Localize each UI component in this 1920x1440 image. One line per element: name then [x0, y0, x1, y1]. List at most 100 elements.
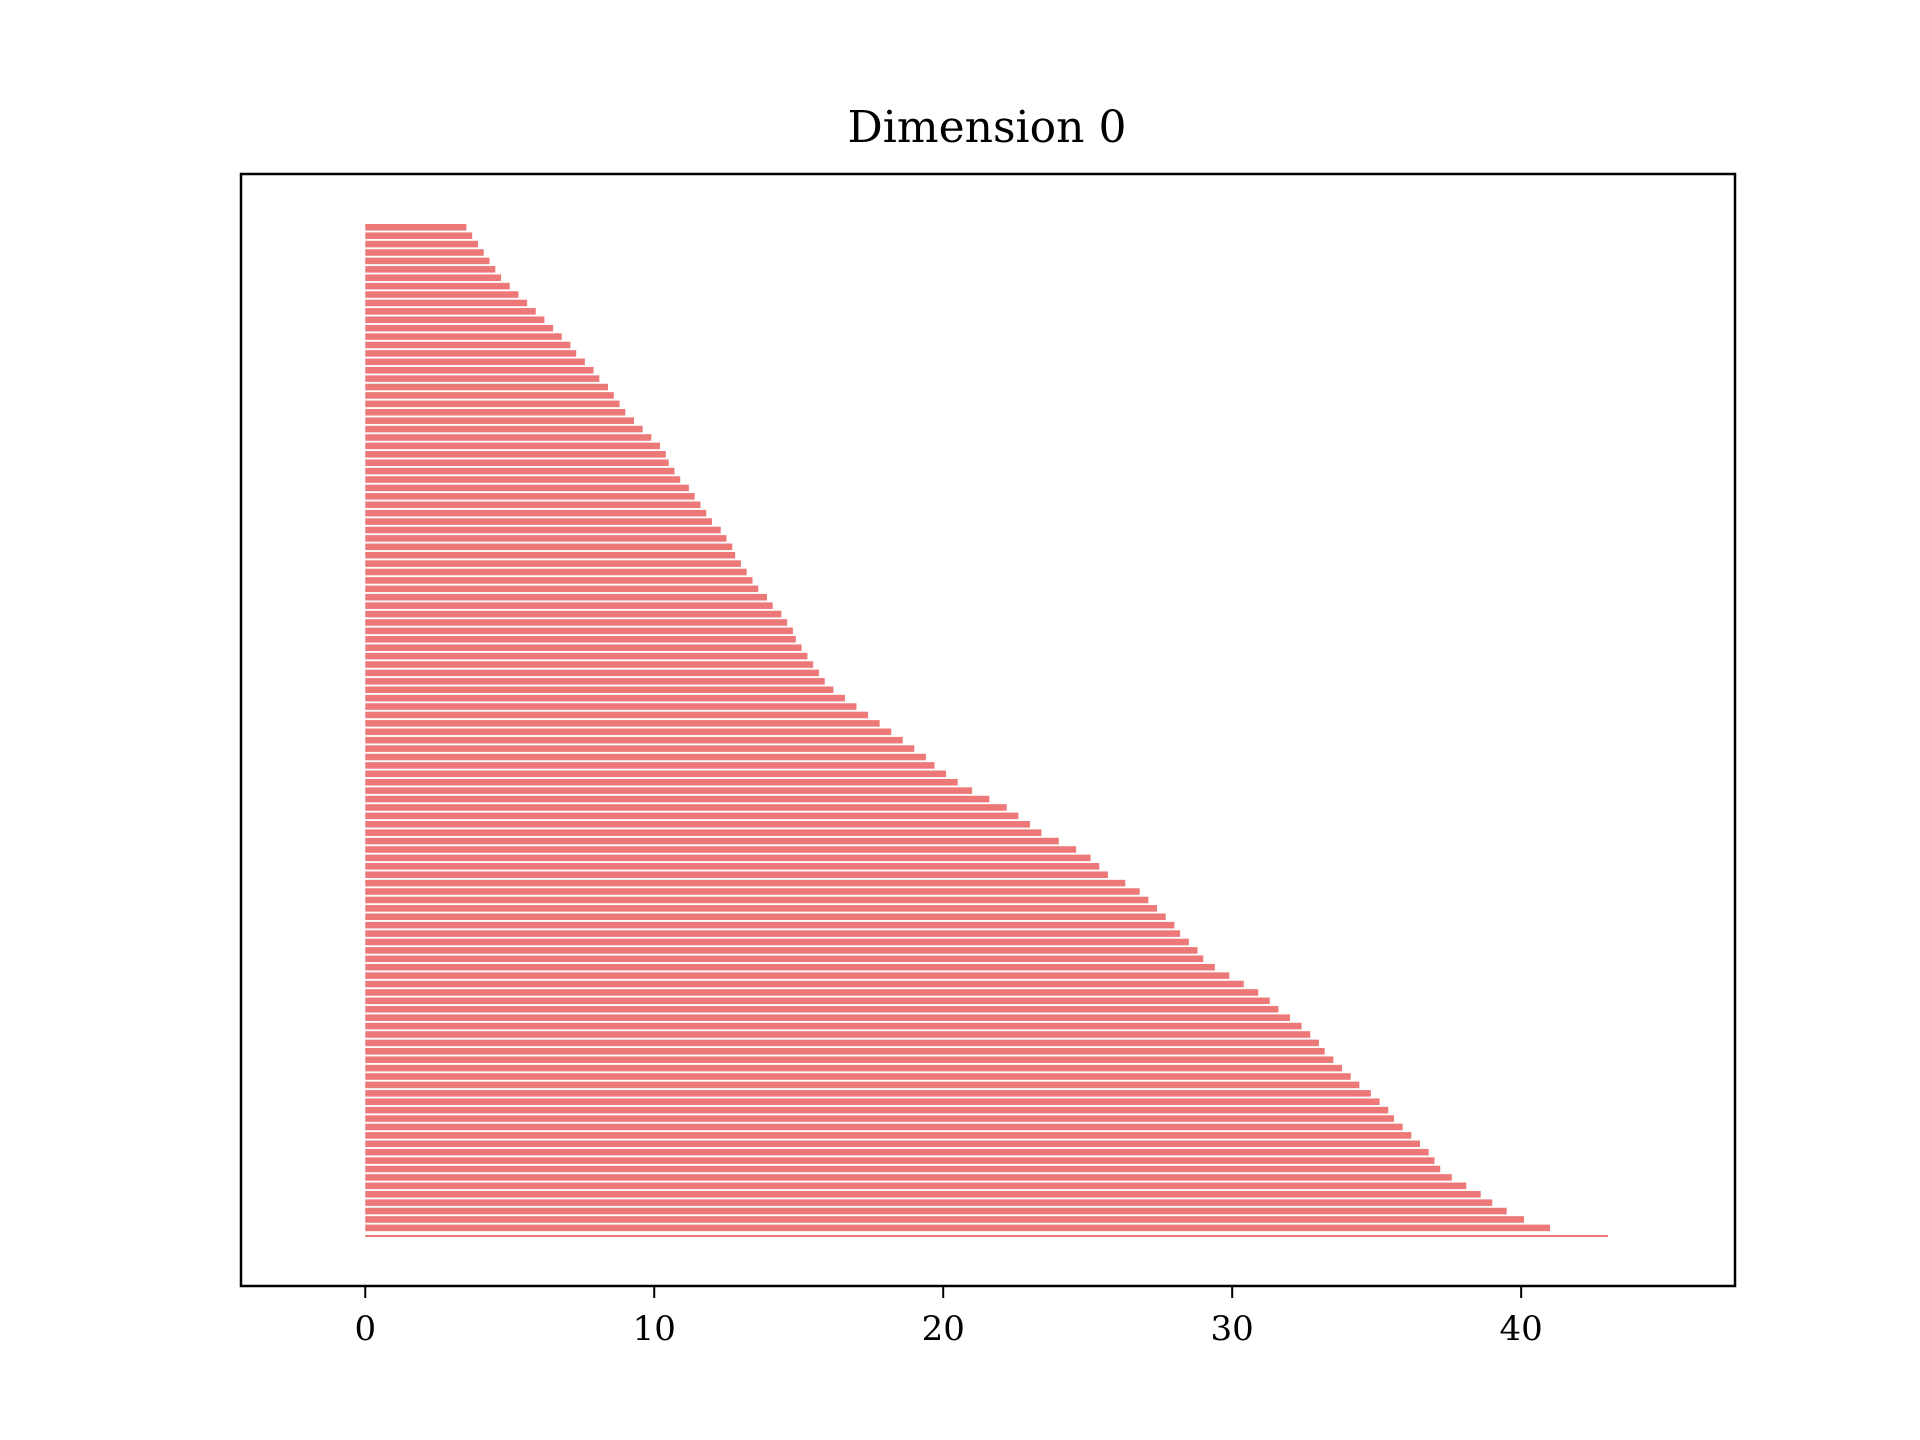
bar: [365, 1216, 1525, 1223]
bar: [365, 417, 635, 424]
bar: [365, 627, 793, 635]
bar: [365, 636, 796, 643]
bar: [365, 509, 707, 517]
bar: [365, 728, 892, 736]
bar: [365, 467, 675, 475]
bar: [365, 291, 519, 298]
bar: [365, 282, 510, 290]
bar: [365, 678, 825, 685]
bar: [365, 888, 1140, 895]
bar: [365, 1022, 1302, 1030]
bar: [365, 568, 747, 576]
bar: [365, 1081, 1360, 1089]
bar: [365, 669, 819, 677]
bar: [365, 1190, 1481, 1198]
bar: [365, 1174, 1452, 1181]
bar: [365, 501, 701, 509]
bar: [365, 224, 467, 231]
bar: [365, 938, 1189, 946]
bar: [365, 820, 1030, 828]
bar: [365, 1140, 1421, 1148]
bar: [365, 366, 594, 374]
bar: [365, 1123, 1403, 1131]
bar: [365, 610, 782, 618]
bar: [365, 266, 496, 273]
bar: [365, 1115, 1395, 1122]
bar: [365, 972, 1230, 979]
bar: [365, 602, 773, 609]
bar: [365, 341, 571, 349]
bar: [365, 837, 1059, 845]
axes-frame: [239, 172, 1737, 1288]
bar: [365, 871, 1108, 879]
bar: [365, 577, 753, 584]
x-axis-ticks: 0 10 20 30 40: [354, 1286, 1543, 1349]
bar: [365, 434, 652, 441]
bar: [365, 913, 1166, 921]
bar: [365, 787, 973, 794]
bar: [365, 644, 802, 651]
bar: [365, 560, 741, 567]
bar: [365, 543, 733, 551]
bar: [365, 703, 857, 710]
bar: [365, 459, 669, 466]
bar: [365, 484, 689, 492]
bar: [365, 963, 1215, 971]
x-tick-label: 20: [922, 1309, 965, 1349]
bar: [365, 1064, 1342, 1072]
x-tick-label: 40: [1500, 1309, 1543, 1349]
bar: [365, 854, 1091, 862]
bar: [365, 1157, 1435, 1164]
bar: [365, 375, 600, 382]
bar: [365, 442, 661, 450]
bar: [365, 324, 554, 332]
chart-title: Dimension 0: [847, 102, 1127, 153]
bar: [365, 451, 666, 458]
bar: [365, 694, 845, 702]
bar: [365, 383, 608, 391]
bar: [365, 518, 713, 525]
bar: [365, 1090, 1371, 1097]
bar: [365, 1098, 1380, 1106]
bar: [365, 257, 490, 265]
bar: [365, 425, 643, 433]
bar: [365, 778, 958, 786]
bar: [365, 812, 1019, 820]
bar: [365, 1132, 1412, 1139]
bar: [365, 232, 473, 239]
bar: [365, 593, 767, 601]
bar: [365, 400, 620, 408]
bar: [365, 551, 736, 559]
bar: [365, 1056, 1334, 1063]
bar: [365, 240, 478, 248]
bar: [365, 736, 903, 744]
x-tick-label: 30: [1211, 1309, 1254, 1349]
bar: [365, 879, 1126, 887]
bar: [365, 1031, 1311, 1038]
bar: [365, 1182, 1467, 1190]
bar: [365, 1039, 1319, 1047]
bar: [365, 863, 1100, 870]
bar: [365, 619, 788, 626]
bar: [365, 980, 1244, 988]
bar: [365, 408, 626, 416]
bar: [365, 476, 681, 483]
bar: [365, 770, 947, 778]
bar: [365, 661, 814, 668]
bar: [365, 905, 1158, 912]
bar: [365, 299, 528, 307]
bar: [365, 1106, 1389, 1114]
bar: [365, 652, 808, 660]
bar: [365, 493, 695, 500]
bar: [365, 274, 502, 282]
bar: [365, 1207, 1507, 1215]
bar: [365, 1048, 1325, 1055]
bar: [365, 753, 926, 761]
bar: [365, 720, 880, 727]
bar: [365, 795, 990, 803]
bar: [365, 249, 484, 256]
bar: [365, 358, 585, 366]
bar: [365, 308, 536, 315]
bar: [365, 955, 1204, 963]
